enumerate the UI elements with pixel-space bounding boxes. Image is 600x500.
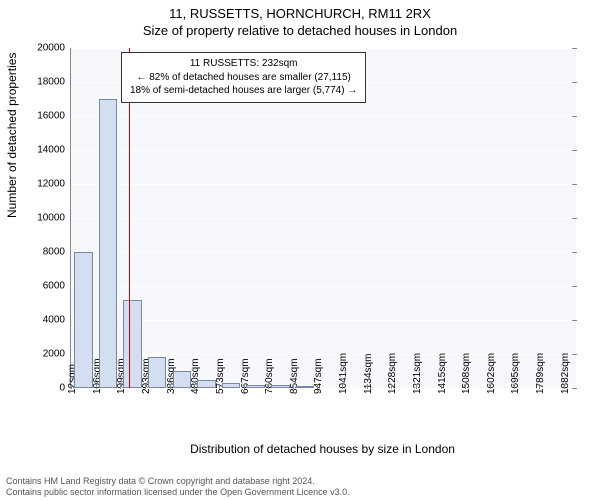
footer: Contains HM Land Registry data © Crown c…	[6, 476, 594, 499]
gridline	[71, 150, 576, 151]
histogram-bar	[123, 300, 141, 388]
footer-line1: Contains HM Land Registry data © Crown c…	[6, 476, 594, 487]
x-tick-mark	[514, 384, 515, 389]
x-tick-mark	[120, 384, 121, 389]
y-tick-mark	[572, 252, 577, 253]
x-tick-mark	[391, 384, 392, 389]
x-tick-label: 1041sqm	[338, 353, 349, 394]
x-tick-label: 854sqm	[289, 358, 300, 394]
x-tick-label: 947sqm	[313, 358, 324, 394]
footer-line2: Contains public sector information licen…	[6, 487, 594, 498]
x-tick-mark	[194, 384, 195, 389]
y-tick-mark	[572, 82, 577, 83]
x-tick-mark	[441, 384, 442, 389]
x-tick-label: 1602sqm	[486, 353, 497, 394]
annotation-line2: ← 82% of detached houses are smaller (27…	[130, 71, 357, 85]
y-tick-mark	[572, 320, 577, 321]
annotation-box: 11 RUSSETTS: 232sqm ← 82% of detached ho…	[121, 52, 366, 103]
x-tick-mark	[539, 384, 540, 389]
y-tick-mark	[572, 354, 577, 355]
y-tick-mark	[572, 286, 577, 287]
histogram-bar	[197, 380, 215, 389]
x-tick-mark	[416, 384, 417, 389]
y-tick-label: 10000	[37, 213, 65, 224]
x-tick-mark	[342, 384, 343, 389]
gridline	[71, 286, 576, 287]
gridline	[71, 354, 576, 355]
x-tick-label: 1415sqm	[437, 353, 448, 394]
y-tick-mark	[572, 218, 577, 219]
x-axis-label: Distribution of detached houses by size …	[70, 442, 575, 456]
x-tick-label: 480sqm	[190, 358, 201, 394]
y-tick-mark	[572, 48, 577, 49]
y-tick-label: 14000	[37, 145, 65, 156]
plot-area: 0200040006000800010000120001400016000180…	[70, 48, 576, 389]
x-tick-mark	[564, 384, 565, 389]
x-tick-mark	[293, 384, 294, 389]
page-title: 11, RUSSETTS, HORNCHURCH, RM11 2RX	[0, 0, 600, 21]
gridline	[71, 116, 576, 117]
histogram-bar	[246, 385, 264, 388]
x-tick-mark	[219, 384, 220, 389]
gridline	[71, 218, 576, 219]
y-tick-mark	[572, 184, 577, 185]
x-tick-mark	[268, 384, 269, 389]
x-tick-mark	[71, 384, 72, 389]
x-tick-label: 573sqm	[215, 358, 226, 394]
page-subtitle: Size of property relative to detached ho…	[0, 21, 600, 38]
x-tick-mark	[145, 384, 146, 389]
x-tick-mark	[244, 384, 245, 389]
annotation-line1: 11 RUSSETTS: 232sqm	[130, 57, 357, 71]
x-tick-mark	[96, 384, 97, 389]
x-tick-label: 1321sqm	[412, 353, 423, 394]
histogram-bar	[99, 99, 117, 388]
y-tick-label: 20000	[37, 43, 65, 54]
x-tick-label: 1695sqm	[510, 353, 521, 394]
gridline	[71, 320, 576, 321]
y-tick-mark	[572, 388, 577, 389]
x-tick-label: 1508sqm	[461, 353, 472, 394]
x-tick-label: 1882sqm	[560, 353, 571, 394]
x-tick-mark	[170, 384, 171, 389]
histogram-bar	[173, 371, 191, 388]
y-tick-label: 4000	[43, 315, 65, 326]
y-tick-label: 8000	[43, 247, 65, 258]
x-tick-label: 1134sqm	[363, 354, 374, 394]
histogram-bar	[74, 252, 92, 388]
gridline	[71, 184, 576, 185]
gridline	[71, 48, 576, 49]
x-tick-mark	[317, 384, 318, 389]
histogram-bar	[296, 386, 314, 388]
gridline	[71, 252, 576, 253]
x-tick-mark	[367, 384, 368, 389]
y-tick-label: 16000	[37, 111, 65, 122]
x-tick-label: 1228sqm	[387, 353, 398, 394]
x-tick-label: 667sqm	[240, 358, 251, 394]
y-tick-label: 18000	[37, 77, 65, 88]
y-tick-label: 2000	[43, 349, 65, 360]
y-tick-label: 12000	[37, 179, 65, 190]
y-tick-mark	[572, 116, 577, 117]
annotation-line3: 18% of semi-detached houses are larger (…	[130, 84, 357, 98]
y-tick-mark	[572, 150, 577, 151]
x-tick-mark	[465, 384, 466, 389]
chart-container: 11, RUSSETTS, HORNCHURCH, RM11 2RX Size …	[0, 0, 600, 500]
histogram-bar	[271, 385, 289, 388]
y-tick-label: 0	[59, 383, 65, 394]
y-tick-label: 6000	[43, 281, 65, 292]
histogram-bar	[222, 383, 240, 388]
x-tick-mark	[490, 384, 491, 389]
x-tick-label: 760sqm	[264, 358, 275, 394]
histogram-bar	[148, 357, 166, 388]
y-axis-label: Number of detached properties	[5, 53, 19, 218]
x-tick-label: 1789sqm	[535, 353, 546, 394]
